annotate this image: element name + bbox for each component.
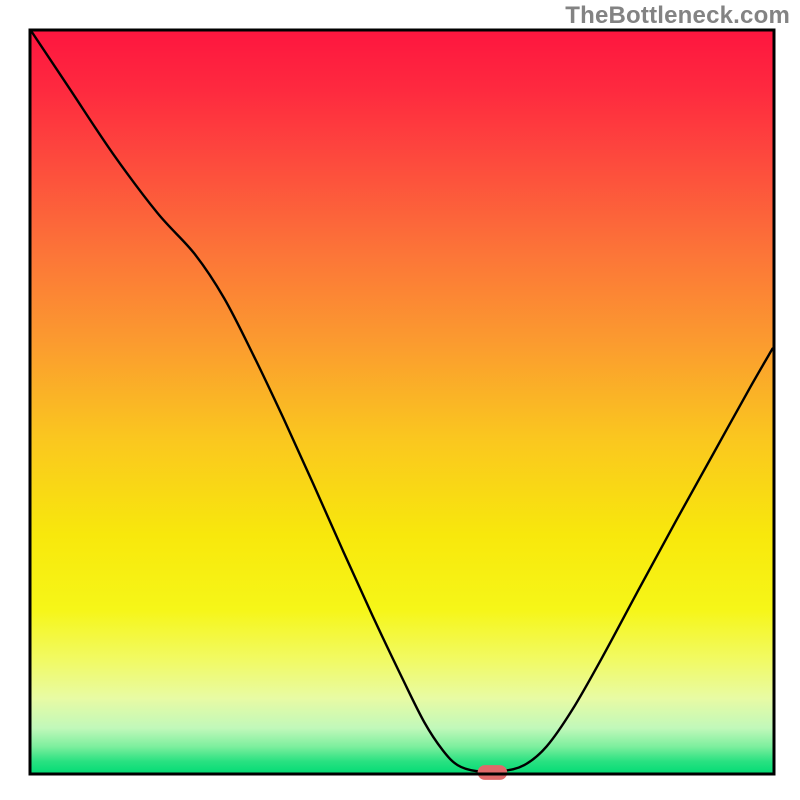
gradient-background <box>32 32 773 773</box>
bottleneck-curve-chart <box>0 0 800 800</box>
watermark-text: TheBottleneck.com <box>565 2 790 30</box>
